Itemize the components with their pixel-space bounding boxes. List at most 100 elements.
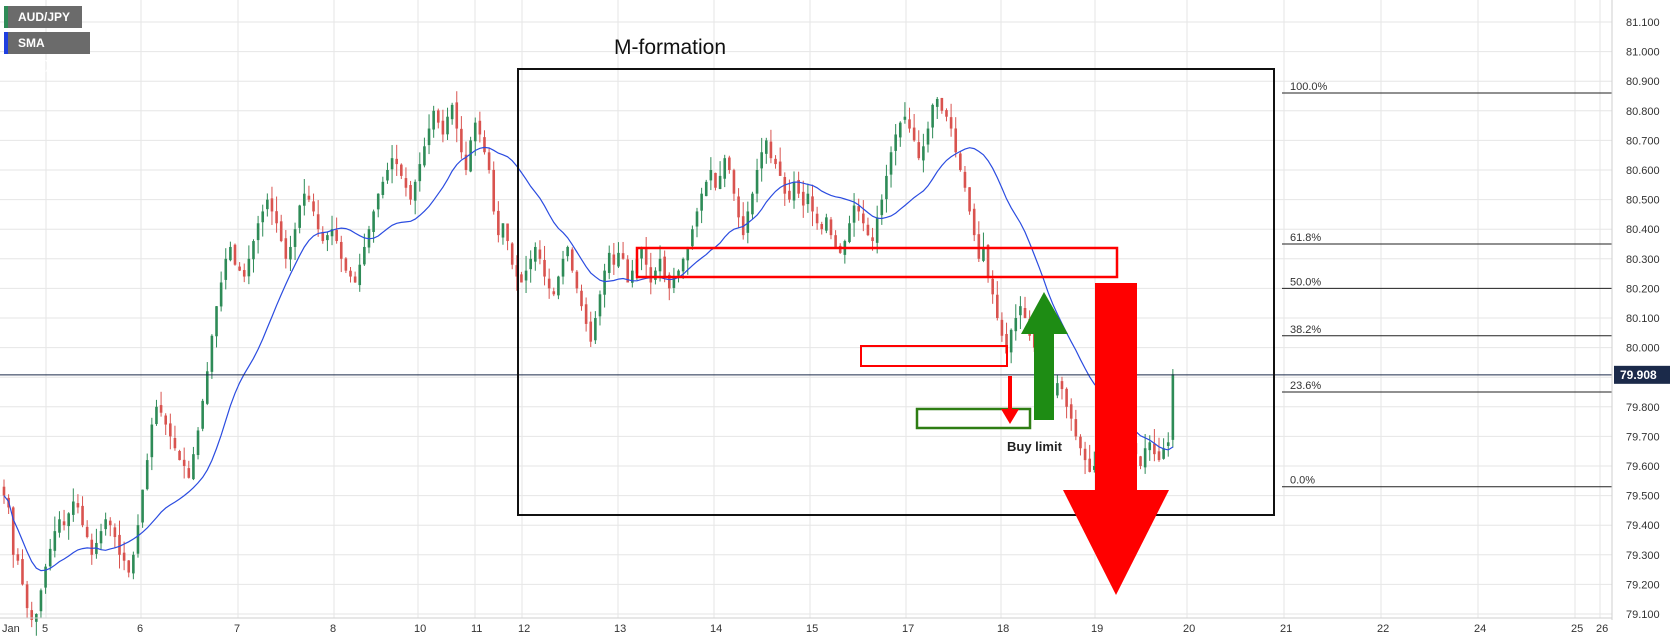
candle-body bbox=[917, 142, 921, 159]
y-tick-label: 79.200 bbox=[1626, 579, 1660, 591]
candle-body bbox=[173, 437, 177, 449]
candle-body bbox=[972, 208, 976, 236]
candle-body bbox=[159, 405, 163, 413]
candle-body bbox=[797, 179, 800, 194]
candle-body bbox=[404, 178, 408, 188]
candle-body bbox=[940, 97, 944, 111]
candle-body bbox=[284, 238, 288, 259]
candle-body bbox=[164, 415, 167, 425]
candle-body bbox=[72, 501, 75, 515]
candle-body bbox=[48, 548, 52, 567]
candle-body bbox=[612, 254, 616, 265]
y-tick-label: 79.600 bbox=[1626, 461, 1660, 473]
candle-body bbox=[330, 229, 334, 237]
candle-body bbox=[561, 258, 565, 277]
candle-body bbox=[266, 199, 269, 210]
candle-body bbox=[99, 531, 103, 544]
candle-body bbox=[233, 244, 237, 265]
candle-body bbox=[815, 213, 819, 224]
candle-body bbox=[875, 217, 879, 243]
candle-body bbox=[487, 152, 491, 170]
resistance-zone-upper bbox=[635, 246, 1119, 279]
candle-body bbox=[949, 117, 953, 129]
candle-body bbox=[737, 196, 740, 218]
candle-body bbox=[358, 264, 362, 286]
candle-body bbox=[279, 221, 283, 242]
candle-body bbox=[515, 265, 519, 277]
x-tick-label: 12 bbox=[518, 623, 530, 635]
candle-body bbox=[945, 110, 948, 117]
candle-body bbox=[714, 172, 717, 188]
fib-level-label: 50.0% bbox=[1290, 276, 1321, 288]
candle-body bbox=[631, 270, 634, 283]
x-tick-label: 17 bbox=[902, 623, 914, 635]
sma-indicator-badge[interactable]: SMA (21,0) bbox=[4, 32, 90, 72]
candle-body bbox=[247, 258, 251, 277]
candle-body bbox=[1074, 419, 1078, 437]
y-tick-label: 79.400 bbox=[1626, 520, 1660, 532]
candle-body bbox=[473, 122, 477, 142]
y-tick-label: 80.000 bbox=[1626, 343, 1660, 355]
candle-body bbox=[326, 235, 329, 241]
candle-body bbox=[492, 169, 496, 212]
candle-body bbox=[704, 181, 708, 197]
x-tick-label: 8 bbox=[330, 623, 336, 635]
candle-body bbox=[104, 519, 107, 530]
candle-body bbox=[607, 252, 611, 273]
y-tick-label: 80.200 bbox=[1626, 283, 1660, 295]
x-tick-label: Jan bbox=[2, 623, 20, 635]
symbol-badge[interactable]: AUD/JPY bbox=[4, 6, 82, 28]
candle-body bbox=[62, 521, 66, 526]
candle-body bbox=[959, 153, 962, 170]
candle-body bbox=[811, 196, 814, 212]
candle-body bbox=[801, 191, 805, 206]
current-price-value: 79.908 bbox=[1620, 368, 1657, 382]
candle-body bbox=[1019, 306, 1022, 316]
candle-body bbox=[1162, 448, 1165, 459]
candle-body bbox=[450, 104, 454, 120]
candle-body bbox=[16, 554, 20, 561]
candle-body bbox=[547, 278, 551, 289]
candle-body bbox=[866, 224, 870, 236]
x-axis: Jan 5 6 7 8 10 11 12 13 14 15 17 18 19 20 21 22 24 25 26 bbox=[2, 623, 1608, 635]
candle-body bbox=[1005, 333, 1008, 354]
candle-body bbox=[252, 241, 255, 260]
candle-body bbox=[506, 223, 509, 242]
candles-layer bbox=[2, 91, 1175, 636]
candle-body bbox=[510, 243, 514, 265]
candle-body bbox=[1083, 448, 1087, 461]
candle-body bbox=[169, 423, 172, 437]
candle-body bbox=[954, 128, 958, 153]
candle-body bbox=[677, 270, 680, 276]
candle-body bbox=[118, 534, 121, 555]
candle-body bbox=[575, 271, 579, 289]
y-tick-label: 80.500 bbox=[1626, 195, 1660, 207]
buy-limit-zone bbox=[915, 407, 1032, 430]
candle-body bbox=[996, 294, 999, 318]
x-tick-label: 11 bbox=[471, 623, 482, 635]
candle-body bbox=[718, 175, 722, 189]
candle-body bbox=[372, 211, 375, 232]
candle-body bbox=[67, 513, 70, 527]
candle-body bbox=[963, 171, 967, 188]
candle-body bbox=[617, 252, 620, 267]
candle-body bbox=[732, 170, 736, 194]
bullish-up-arrow bbox=[1021, 292, 1068, 420]
candle-body bbox=[497, 210, 500, 236]
candle-body bbox=[912, 127, 916, 141]
candle-body bbox=[1093, 466, 1096, 470]
candle-body bbox=[349, 270, 352, 277]
y-tick-label: 81.000 bbox=[1626, 47, 1660, 59]
candle-body bbox=[321, 231, 325, 242]
candle-body bbox=[1079, 436, 1082, 449]
candle-body bbox=[880, 199, 884, 216]
candle-body bbox=[1056, 383, 1059, 396]
candle-body bbox=[1166, 442, 1170, 446]
candle-body bbox=[991, 278, 994, 295]
candle-body bbox=[136, 525, 140, 554]
x-tick-label: 10 bbox=[414, 623, 426, 635]
candle-body bbox=[1148, 442, 1152, 451]
candle-body bbox=[145, 460, 149, 490]
